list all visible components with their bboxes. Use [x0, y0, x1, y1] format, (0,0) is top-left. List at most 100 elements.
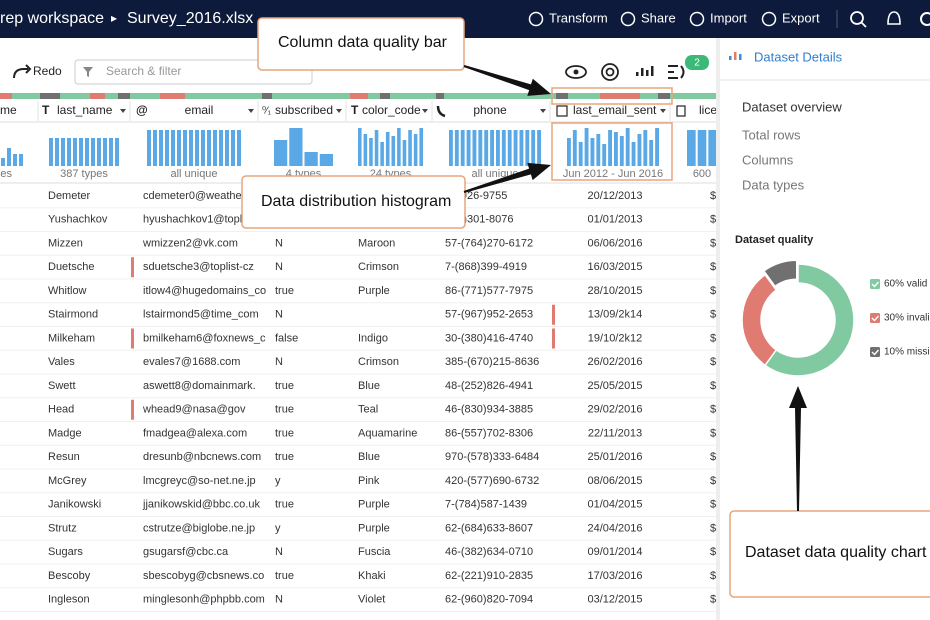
- cell: Pink: [358, 475, 380, 487]
- cell: Resun: [48, 451, 80, 463]
- target-icon[interactable]: [601, 63, 619, 81]
- overview-item: Data types: [742, 177, 805, 192]
- column-type-icon: T: [351, 103, 359, 117]
- cell: N: [275, 546, 283, 558]
- histogram-bar: [201, 130, 205, 166]
- column-name: last_email_sent: [573, 103, 657, 117]
- sort-caret: [336, 109, 342, 113]
- cell: $: [710, 546, 716, 558]
- cell: Head: [48, 404, 74, 416]
- histogram-bar: [207, 130, 211, 166]
- highlight-histogram: [551, 122, 673, 181]
- cell: minglesonh@phpbb.com: [143, 594, 265, 606]
- histogram-bar: [49, 138, 53, 166]
- histogram-bar: [147, 130, 151, 166]
- top-action[interactable]: Import: [710, 10, 747, 25]
- list-icon[interactable]: [668, 65, 685, 79]
- bell-icon[interactable]: [887, 11, 901, 25]
- cell: Blue: [358, 380, 380, 392]
- breadcrumb-separator: ▸: [111, 11, 117, 25]
- column-type-icon: T: [42, 103, 50, 117]
- top-action[interactable]: Share: [641, 10, 676, 25]
- quality-bar-segment: [118, 93, 130, 99]
- search-box[interactable]: [74, 59, 313, 85]
- action-icon: [761, 11, 777, 27]
- cell: N: [275, 594, 283, 606]
- histogram-bar: [572, 130, 577, 166]
- histogram-bar: [213, 130, 217, 166]
- cell: gsugarsf@cbc.ca: [143, 546, 229, 558]
- cell: Aquamarine: [358, 427, 417, 439]
- cell: 30-(380)416-4740: [445, 332, 533, 344]
- top-action[interactable]: Transform: [549, 10, 608, 25]
- panel-shadow: [716, 38, 720, 620]
- quality-bar-segment: [90, 93, 105, 99]
- cell: N: [275, 356, 283, 368]
- invalid-marker: [552, 328, 555, 349]
- cell: y: [275, 475, 281, 487]
- cell: 13/09/2k14: [588, 309, 642, 321]
- histogram-bar: [79, 138, 83, 166]
- cell: cstrutze@biglobe.ne.jp: [143, 522, 255, 534]
- stats-icon-bar: [646, 70, 649, 76]
- top-action[interactable]: Export: [782, 10, 820, 25]
- redo-button[interactable]: Redo: [33, 64, 62, 78]
- cell: 62-(684)633-8607: [445, 522, 533, 534]
- histogram-bar: [7, 148, 11, 166]
- sort-caret: [248, 109, 254, 113]
- cell: Sugars: [48, 546, 83, 558]
- histogram-bar: [472, 130, 477, 166]
- histogram-bar: [219, 130, 223, 166]
- histogram-bar: [408, 130, 412, 166]
- histogram-bar: [369, 138, 373, 166]
- cell: lstairmond5@time_com: [143, 309, 259, 321]
- cell: Maroon: [358, 237, 395, 249]
- column-name: color_code: [362, 103, 421, 117]
- search-icon[interactable]: [850, 11, 864, 25]
- cell: Milkeham: [48, 332, 95, 344]
- cell: 16/03/2015: [587, 261, 642, 273]
- cell: y: [275, 522, 281, 534]
- cell: Bescoby: [48, 570, 91, 582]
- cell: 62-(221)910-2835: [445, 570, 533, 582]
- histogram-bar: [625, 128, 630, 166]
- cell: $: [710, 451, 716, 463]
- cell: fmadgea@alexa.com: [143, 427, 247, 439]
- cell: McGrey: [48, 475, 87, 487]
- panel-icon-bar: [739, 54, 742, 60]
- cell: 46-(382)634-0710: [445, 546, 533, 558]
- cell: lmcgreyc@so-net.ne.jp: [143, 475, 256, 487]
- donut-segment: [764, 263, 855, 377]
- cell: true: [275, 285, 294, 297]
- settings-icon[interactable]: [920, 12, 930, 26]
- histogram-bar: [697, 130, 707, 166]
- cell: true: [275, 451, 294, 463]
- histogram-bar: [13, 154, 17, 166]
- histogram-bar: [490, 130, 494, 166]
- quality-bar-segment: [0, 93, 12, 99]
- histogram-bar: [358, 128, 362, 166]
- cell: Teal: [358, 404, 378, 416]
- quality-bar-segment: [380, 93, 390, 99]
- histogram-bar: [449, 130, 453, 166]
- view-icon[interactable]: [565, 65, 587, 79]
- cell: $: [710, 475, 716, 487]
- invalid-marker: [131, 328, 134, 349]
- histogram-bar: [171, 130, 175, 166]
- cell: 7-(868)399-4919: [445, 261, 527, 273]
- redo-arrowhead: [25, 64, 32, 74]
- histogram-bar: [231, 130, 235, 166]
- histogram-bar: [501, 130, 506, 166]
- view-icon-pupil: [573, 69, 579, 75]
- search-placeholder: Search & filter: [106, 64, 181, 78]
- legend-check: [871, 281, 880, 288]
- histogram-bar: [525, 130, 530, 166]
- type-icon-license: [676, 105, 686, 117]
- callout-box: [257, 17, 465, 71]
- histogram-bar: [619, 136, 624, 166]
- histogram-bar: [478, 130, 483, 166]
- cell: 19/10/2k12: [588, 332, 642, 344]
- column-name: email: [185, 103, 214, 117]
- invalid-marker: [131, 257, 134, 278]
